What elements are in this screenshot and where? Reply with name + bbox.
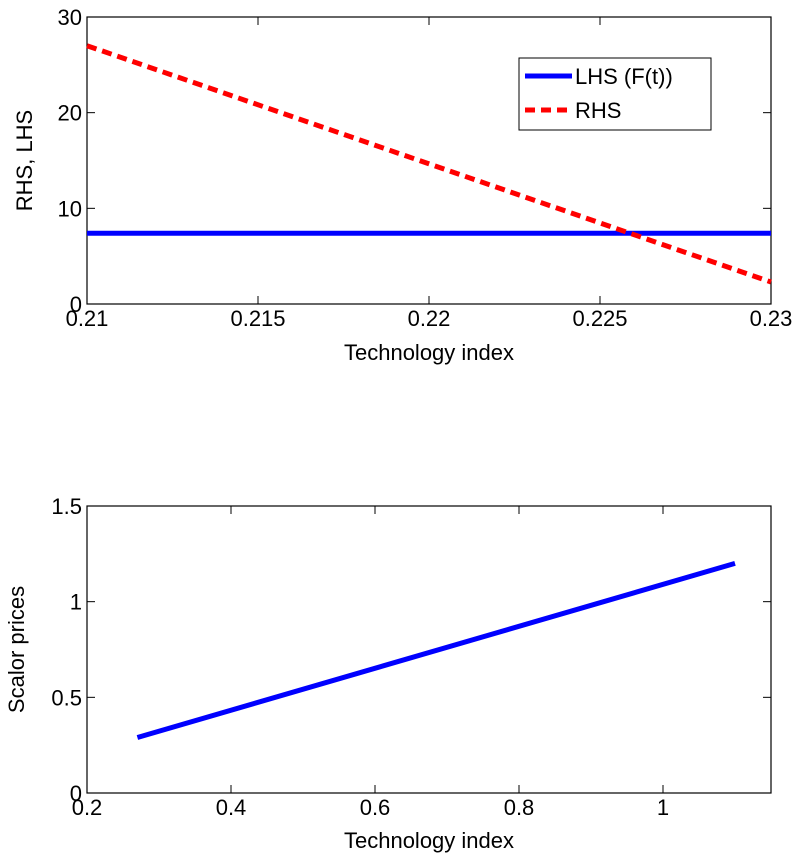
x-tick-label: 0.21 xyxy=(66,306,109,331)
tick-layer: 0.2 0.4 0.6 0.8 1 0 0.5 1 1.5 xyxy=(51,494,771,820)
legend-box xyxy=(518,57,712,131)
y-tick-label: 1.5 xyxy=(51,494,82,519)
y-tick-label: 10 xyxy=(58,196,82,221)
x-tick-label: 0.22 xyxy=(408,306,451,331)
y-tick-label: 0.5 xyxy=(51,685,82,710)
chart-rhs-lhs: 0.21 0.215 0.22 0.225 0.23 0 10 20 30 Technology… xyxy=(12,5,792,365)
legend-label-lhs: LHS (F(t)) xyxy=(575,64,673,89)
y-axis-label: Scalor prices xyxy=(4,586,29,713)
legend-label-rhs: RHS xyxy=(575,98,621,123)
y-tick-label: 0 xyxy=(70,781,82,806)
series-line-0 xyxy=(136,560,736,740)
legend: LHS (F(t)) RHS xyxy=(518,57,712,131)
series-layer xyxy=(86,43,772,285)
x-tick-label: 1 xyxy=(657,795,669,820)
x-tick-label: 0.23 xyxy=(750,306,793,331)
y-axis-label: RHS, LHS xyxy=(12,110,37,211)
x-tick-label: 0.225 xyxy=(572,306,627,331)
x-tick-label: 0.8 xyxy=(504,795,535,820)
x-tick-label: 0.215 xyxy=(230,306,285,331)
y-tick-label: 30 xyxy=(58,5,82,30)
tick-layer: 0.21 0.215 0.22 0.225 0.23 0 10 20 30 xyxy=(58,5,793,331)
y-tick-label: 0 xyxy=(70,292,82,317)
y-tick-label: 20 xyxy=(58,101,82,126)
series-layer xyxy=(136,560,736,740)
chart-scalor-prices: 0.2 0.4 0.6 0.8 1 0 0.5 1 1.5 Technology index S… xyxy=(4,494,772,853)
x-axis-label: Technology index xyxy=(344,340,514,365)
x-tick-label: 0.6 xyxy=(360,795,391,820)
plot-area xyxy=(86,505,772,794)
x-tick-label: 0.2 xyxy=(72,795,103,820)
x-tick-label: 0.4 xyxy=(216,795,247,820)
x-axis-label: Technology index xyxy=(344,828,514,853)
series-line-1 xyxy=(86,43,772,285)
y-tick-label: 1 xyxy=(70,590,82,615)
